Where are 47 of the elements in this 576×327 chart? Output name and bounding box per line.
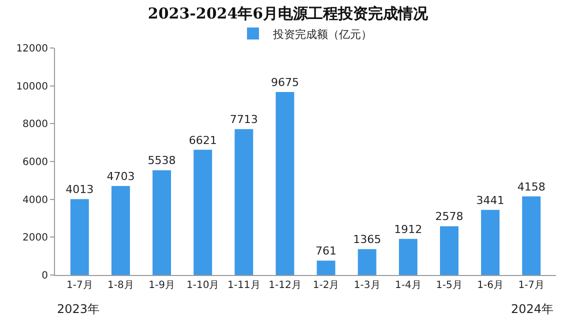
chart-title: 2023-2024年6月电源工程投资完成情况 <box>148 4 430 23</box>
data-label: 4158 <box>517 180 546 194</box>
data-label: 1912 <box>394 222 422 236</box>
x-tick-label: 1-10月 <box>186 280 220 291</box>
bar <box>276 92 294 275</box>
x-tick-label: 1-6月 <box>477 280 504 291</box>
data-label: 9675 <box>270 76 299 89</box>
text: 2024年 <box>511 302 554 316</box>
bar <box>398 238 418 275</box>
y-tick-label: 6000 <box>22 157 48 168</box>
y-tick-label: 8000 <box>22 119 48 130</box>
bar <box>111 186 130 275</box>
x-tick-label: 1-2月 <box>312 280 340 291</box>
bar <box>152 170 172 275</box>
x-tick-label: 1-5月 <box>436 280 462 291</box>
x-tick-label: 1-7月 <box>66 280 93 291</box>
bar <box>358 249 376 275</box>
data-label: 2578 <box>435 210 464 224</box>
y-tick-label: 0 <box>42 270 48 282</box>
data-label: 761 <box>316 244 337 258</box>
bar <box>316 260 336 275</box>
data-label: 4703 <box>106 170 135 184</box>
data-label: 5538 <box>148 154 176 168</box>
legend-label: 投资完成额（亿元） <box>272 28 372 41</box>
text: 2023年 <box>57 302 100 316</box>
data-label: 4013 <box>66 183 94 196</box>
data-label: 1365 <box>353 233 382 246</box>
x-tick-label: 1-7月 <box>518 280 545 291</box>
y-tick-label: 4000 <box>22 194 48 206</box>
y-tick-label: 2000 <box>22 232 48 244</box>
y-tick-label: 10000 <box>16 81 48 92</box>
x-tick-label: 1-11月 <box>228 280 260 291</box>
bar <box>194 150 212 275</box>
data-label: 7713 <box>230 113 258 126</box>
bar <box>481 210 500 275</box>
x-tick-label: 1-8月 <box>108 280 134 291</box>
y-tick-label: 12000 <box>16 44 48 54</box>
data-label: 3441 <box>476 194 504 207</box>
bar <box>234 129 254 275</box>
bar <box>522 196 541 275</box>
x-tick-label: 1-3月 <box>354 280 380 291</box>
x-tick-label: 1-4月 <box>394 280 422 291</box>
x-tick-label: 1-12月 <box>268 280 302 291</box>
x-tick-label: 1-9月 <box>148 280 175 291</box>
data-label: 6621 <box>188 134 217 147</box>
bar <box>440 226 458 275</box>
bar <box>70 199 89 275</box>
